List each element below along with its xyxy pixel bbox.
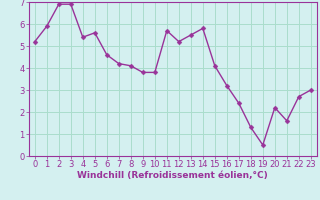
- X-axis label: Windchill (Refroidissement éolien,°C): Windchill (Refroidissement éolien,°C): [77, 171, 268, 180]
